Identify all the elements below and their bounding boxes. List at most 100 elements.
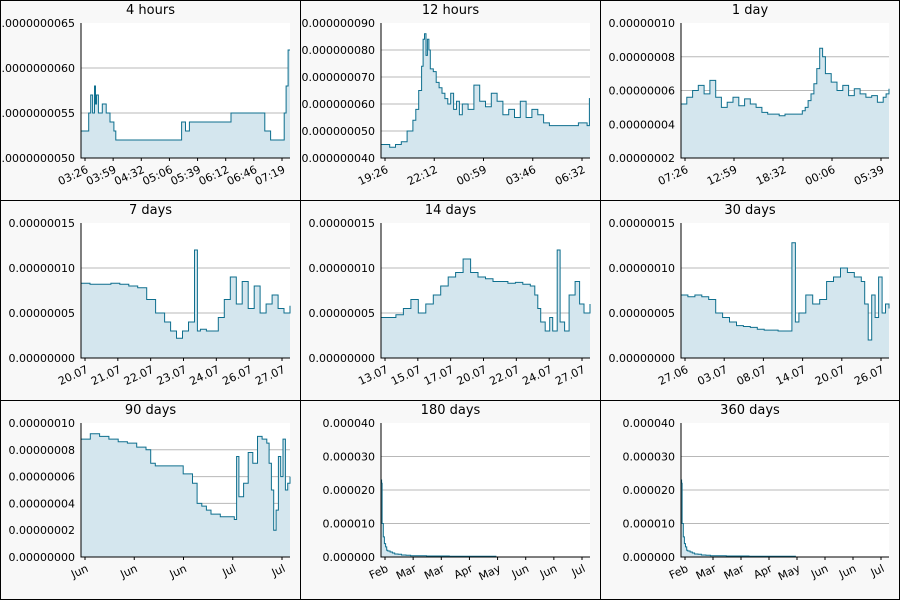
x-tick-label: 24.07: [188, 363, 222, 388]
x-tick-label: 18:32: [754, 163, 788, 188]
chart-title: 7 days: [128, 203, 173, 218]
y-tick-label: 0.000000050: [302, 125, 375, 138]
x-tick-label: Jun: [808, 562, 830, 581]
y-tick-label: 0.00000010: [309, 262, 375, 275]
axes: [680, 423, 889, 558]
y-tick-label: 0.000010: [623, 518, 676, 531]
x-tick-label: 03.07: [695, 363, 729, 388]
y-tick-label: 0.0000000050: [1, 152, 75, 165]
y-tick-label: 0.00000010: [609, 262, 675, 275]
y-tick-label: 0.000000090: [302, 17, 375, 30]
y-tick-label: 0.00000000: [9, 352, 75, 365]
series-line: [81, 433, 291, 531]
axes: [380, 223, 590, 359]
x-tick-label: 19:26: [356, 163, 390, 188]
y-tick-label: 0.000000: [623, 551, 676, 564]
series-line: [681, 242, 890, 341]
chart-svg: 0.000000 0.000010 0.000020 0.000030 0.000040…: [623, 417, 889, 584]
chart-panel: 0.000000 0.000010 0.000020 0.000030 0.000040…: [300, 400, 601, 600]
chart-svg: 0.000000040 0.000000050 0.000000060 0.00000…: [302, 17, 590, 188]
x-tick-label: 26.07: [852, 363, 886, 388]
chart-svg: 0.000000 0.000010 0.000020 0.000030 0.000040…: [323, 417, 590, 584]
x-tick-label: 06:32: [553, 163, 587, 188]
series-line: [681, 47, 890, 117]
chart-svg: 0.00000000 0.00000005 0.00000010 0.00000015…: [609, 217, 890, 388]
series-line: [381, 249, 591, 332]
y-tick-label: 0.0000000055: [1, 107, 75, 120]
y-tick-label: 0.00000005: [9, 307, 75, 320]
x-tick-label: 22.07: [122, 363, 156, 388]
x-tick-label: Jul: [220, 562, 238, 580]
y-tick-label: 0.0000000065: [1, 17, 75, 30]
x-tick-label: 20.07: [813, 363, 847, 388]
x-tick-label: 07:26: [656, 163, 690, 188]
x-tick-label: Mar: [422, 562, 447, 583]
chart-svg: 0.00000002 0.00000004 0.00000006 0.00000008…: [609, 17, 890, 188]
y-tick-label: 0.00000010: [9, 417, 75, 430]
x-tick-label: Jun: [836, 562, 858, 581]
chart-svg: 0.0000000050 0.0000000055 0.0000000060 0.00…: [1, 17, 290, 188]
y-tick-label: 0.000000070: [302, 71, 375, 84]
x-tick-label: Jun: [68, 562, 90, 581]
chart-panel: 0.00000000 0.00000005 0.00000010 0.00000015…: [300, 200, 601, 401]
x-tick-label: 24.07: [520, 363, 554, 388]
series-area: [681, 242, 889, 358]
x-tick-label: Apr: [752, 562, 775, 582]
chart-title: 90 days: [124, 403, 177, 418]
chart-panel: 0.00000000 0.00000005 0.00000010 0.00000015…: [0, 200, 301, 401]
x-tick-label: 14.07: [774, 363, 808, 388]
chart-svg: 0.00000000 0.00000005 0.00000010 0.00000015…: [9, 217, 291, 388]
x-tick-label: 12:59: [705, 163, 739, 188]
x-tick-label: Apr: [452, 562, 475, 582]
chart-svg: 0.00000000 0.00000002 0.00000004 0.00000006…: [9, 417, 291, 581]
x-tick-label: 20.07: [56, 363, 90, 388]
x-tick-label: Jun: [118, 562, 140, 581]
x-tick-label: 03:46: [504, 163, 538, 188]
series-area: [381, 33, 590, 158]
chart-panel: 0.00000002 0.00000004 0.00000006 0.00000008…: [600, 0, 900, 201]
y-tick-label: 0.00000002: [609, 152, 675, 165]
series-area: [681, 48, 889, 158]
x-tick-label: Feb: [667, 562, 690, 582]
axes: [380, 423, 590, 558]
y-tick-label: 0.00000015: [309, 217, 375, 230]
axes: [80, 423, 290, 558]
x-tick-label: Jun: [167, 562, 189, 581]
y-tick-label: 0.000000060: [302, 98, 375, 111]
axes: [80, 223, 290, 359]
y-tick-label: 0.00000002: [9, 524, 75, 537]
x-tick-label: 22.07: [488, 363, 522, 388]
chart-title: 1 day: [731, 3, 769, 18]
y-tick-label: 0.000040: [323, 417, 376, 430]
series-area: [81, 250, 290, 358]
axes: [680, 223, 889, 359]
x-tick-label: 23.07: [155, 363, 189, 388]
x-tick-label: 05:39: [852, 163, 886, 188]
y-tick-label: 0.00000005: [309, 307, 375, 320]
series-area: [381, 250, 590, 358]
x-tick-label: Mar: [722, 562, 747, 583]
y-tick-label: 0.00000008: [609, 51, 675, 64]
chart-title: 4 hours: [126, 3, 175, 18]
series-area: [81, 50, 290, 158]
chart-title: 30 days: [724, 203, 776, 218]
x-tick-label: 26.07: [220, 363, 254, 388]
x-tick-label: May: [477, 562, 504, 584]
series-area: [81, 433, 290, 557]
series-line: [681, 479, 796, 557]
x-tick-label: Jun: [537, 562, 559, 581]
x-tick-label: May: [776, 562, 803, 584]
x-tick-label: 20.07: [455, 363, 489, 388]
x-tick-label: Jun: [509, 562, 531, 581]
x-tick-label: Jul: [569, 562, 587, 580]
chart-panel: 0.00000000 0.00000005 0.00000010 0.00000015…: [600, 200, 900, 401]
y-tick-label: 0.00000006: [609, 85, 675, 98]
y-tick-label: 0.00000000: [9, 551, 75, 564]
y-tick-label: 0.000030: [323, 451, 376, 464]
y-tick-label: 0.00000015: [609, 217, 675, 230]
x-tick-label: Jul: [868, 562, 886, 580]
x-tick-label: 21.07: [89, 363, 123, 388]
x-tick-label: 27.07: [253, 363, 287, 388]
x-tick-label: 27.06: [656, 363, 690, 388]
x-tick-label: 22:12: [405, 163, 439, 188]
